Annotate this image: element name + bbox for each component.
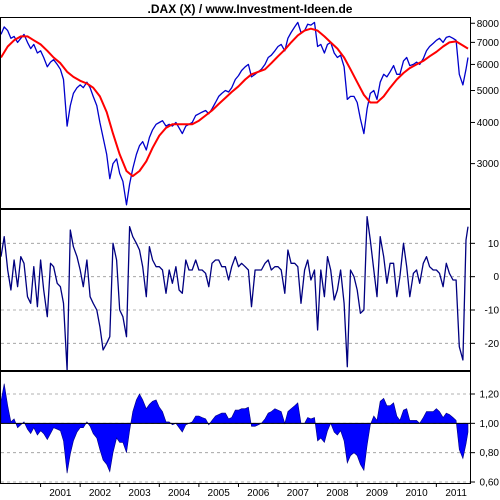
ratio-panel: 0,60 0,80 1,00 1,20 bbox=[0, 383, 500, 489]
y-tick-label-0: -20 bbox=[485, 339, 500, 350]
x-tick-label-3: 2004 bbox=[168, 488, 191, 499]
y-tick-label-3: 6000 bbox=[477, 60, 500, 71]
y-tick-label-0: 0,60 bbox=[480, 478, 500, 489]
x-tick-label-0: 2001 bbox=[49, 488, 72, 499]
y-tick-label-2: 0 bbox=[493, 272, 499, 283]
y-tick-label-2: 5000 bbox=[477, 86, 500, 97]
price-panel: 3000 4000 5000 6000 7000 8000 bbox=[0, 19, 500, 206]
x-tick-label-5: 2006 bbox=[247, 488, 270, 499]
x-tick-label-6: 2007 bbox=[287, 488, 310, 499]
y-tick-label-1: 0,80 bbox=[480, 448, 500, 459]
price-line bbox=[0, 21, 469, 206]
y-tick-label-2: 1,00 bbox=[480, 419, 500, 430]
x-tick-label-8: 2009 bbox=[366, 488, 389, 499]
x-axis: 2001 2002 2003 2004 2005 2006 2007 2008 2009 2010… bbox=[40, 483, 467, 499]
plot-frame bbox=[0, 17, 471, 484]
moving-average-line bbox=[0, 27, 469, 178]
x-tick-label-2: 2003 bbox=[128, 488, 151, 499]
x-tick-label-1: 2002 bbox=[89, 488, 112, 499]
chart-title: .DAX (X) / www.Investment-Ideen.de bbox=[148, 2, 353, 16]
x-tick-label-7: 2008 bbox=[326, 488, 349, 499]
y-tick-label-3: 10 bbox=[488, 239, 500, 250]
x-tick-label-9: 2010 bbox=[405, 488, 428, 499]
y-tick-label-4: 7000 bbox=[477, 38, 500, 49]
y-tick-label-1: -10 bbox=[485, 306, 500, 317]
y-tick-label-3: 1,20 bbox=[480, 390, 500, 401]
y-tick-label-1: 4000 bbox=[477, 118, 500, 129]
momentum-line bbox=[0, 216, 469, 371]
momentum-panel: -20 -10 0 10 bbox=[0, 216, 500, 371]
y-tick-label-5: 8000 bbox=[477, 19, 500, 30]
ratio-area-series bbox=[0, 383, 469, 474]
x-tick-label-10: 2011 bbox=[445, 488, 467, 499]
x-tick-label-4: 2005 bbox=[208, 488, 231, 499]
y-tick-label-0: 3000 bbox=[477, 159, 500, 170]
